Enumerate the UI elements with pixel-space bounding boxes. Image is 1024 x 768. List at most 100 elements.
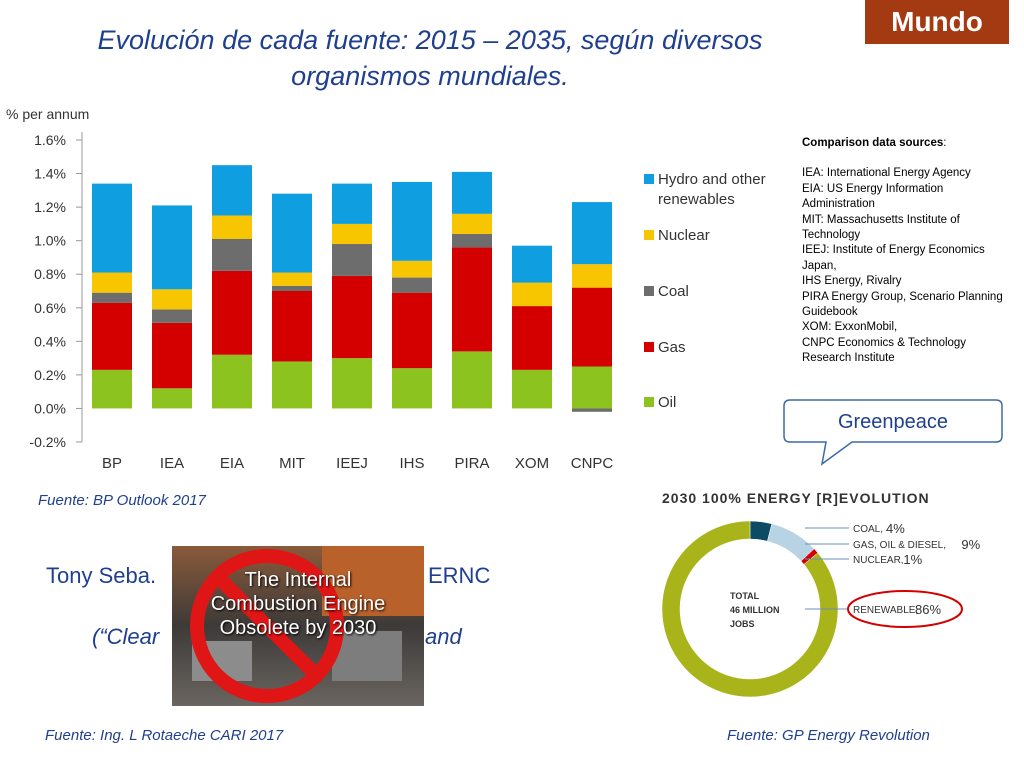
source-line: IHS Energy, Rivalry bbox=[802, 275, 902, 288]
bar-segment bbox=[212, 165, 252, 216]
y-tick-label: 1.4% bbox=[34, 166, 66, 182]
y-tick-label: 1.2% bbox=[34, 199, 66, 215]
bar-segment bbox=[92, 272, 132, 293]
bar-segment bbox=[512, 282, 552, 307]
donut-pct: 86% bbox=[915, 602, 941, 617]
photo-text-1: The Internal bbox=[244, 569, 352, 591]
y-tick-label: 0.6% bbox=[34, 300, 66, 316]
bar-segment bbox=[332, 183, 372, 224]
bar-segment bbox=[332, 358, 372, 409]
bar-segment bbox=[272, 272, 312, 286]
bar-segment bbox=[512, 306, 552, 370]
donut-center-text: TOTAL bbox=[730, 591, 760, 601]
bar-segment bbox=[332, 275, 372, 359]
tony-line2-right: and bbox=[425, 624, 462, 649]
source-rotaeche: Fuente: Ing. L Rotaeche CARI 2017 bbox=[45, 727, 284, 744]
legend-swatch bbox=[644, 342, 654, 352]
legend-label: Hydro and other bbox=[658, 171, 766, 188]
source-line: MIT: Massachusetts Institute of Technolo… bbox=[802, 213, 960, 242]
source-line: XOM: ExxonMobil, bbox=[802, 321, 898, 334]
photo-text-3: Obsolete by 2030 bbox=[219, 617, 377, 639]
bar-segment bbox=[392, 181, 432, 261]
y-tick-label: 1.6% bbox=[34, 132, 66, 148]
y-tick-label: 0.2% bbox=[34, 367, 66, 383]
bar-segment bbox=[392, 368, 432, 409]
y-tick-label: 1.0% bbox=[34, 233, 66, 249]
sources-heading: Comparison data sources bbox=[802, 137, 944, 149]
legend-label: renewables bbox=[658, 191, 735, 208]
gp-chart-header: 2030 100% ENERGY [R]EVOLUTION bbox=[662, 490, 930, 506]
sources-heading-colon: : bbox=[943, 137, 947, 149]
legend-swatch bbox=[644, 174, 654, 184]
donut-slice bbox=[661, 520, 839, 698]
x-tick-label: XOM bbox=[515, 455, 549, 472]
bar-segment bbox=[452, 233, 492, 248]
donut-label: NUCLEAR, bbox=[853, 555, 904, 566]
tony-line2-left: (“Clear bbox=[92, 624, 160, 649]
y-tick-label: -0.2% bbox=[29, 434, 66, 450]
title-line-1: Evolución de cada fuente: 2015 – 2035, s… bbox=[97, 25, 763, 55]
y-axis-label: % per annum bbox=[6, 106, 89, 122]
donut-pct: 1% bbox=[903, 552, 922, 567]
bar-segment bbox=[572, 264, 612, 288]
y-tick-label: 0.4% bbox=[34, 333, 66, 349]
bar-segment bbox=[92, 369, 132, 409]
source-line: PIRA Energy Group, Scenario Planning Gui… bbox=[802, 290, 1003, 319]
bar-segment bbox=[152, 205, 192, 290]
bar-segment bbox=[272, 193, 312, 273]
bar-segment bbox=[572, 202, 612, 265]
x-tick-label: CNPC bbox=[571, 455, 614, 472]
bar-segment bbox=[212, 215, 252, 239]
bar-segment bbox=[452, 351, 492, 409]
source-bp: Fuente: BP Outlook 2017 bbox=[38, 492, 206, 509]
x-tick-label: IEA bbox=[160, 455, 184, 472]
donut-pct: 4% bbox=[886, 521, 905, 536]
bar-segment bbox=[452, 171, 492, 214]
bar-segment bbox=[452, 247, 492, 352]
legend-swatch bbox=[644, 286, 654, 296]
greenpeace-callout: Greenpeace bbox=[783, 399, 1003, 466]
bar-segment bbox=[512, 245, 552, 283]
source-line: EIA: US Energy Information Administratio… bbox=[802, 182, 944, 211]
legend-swatch bbox=[644, 230, 654, 240]
bar-segment bbox=[92, 183, 132, 273]
legend-swatch bbox=[644, 397, 654, 407]
renewable-highlight bbox=[847, 590, 963, 628]
bar-segment bbox=[392, 292, 432, 369]
bar-segment bbox=[272, 291, 312, 362]
engine-photo: The Internal Combustion Engine Obsolete … bbox=[172, 546, 424, 706]
legend-label: Gas bbox=[658, 339, 686, 356]
region-badge: Mundo bbox=[865, 0, 1009, 44]
bar-segment bbox=[392, 260, 432, 278]
x-tick-label: PIRA bbox=[454, 455, 489, 472]
x-tick-label: BP bbox=[102, 455, 122, 472]
bar-segment bbox=[572, 287, 612, 367]
legend-label: Nuclear bbox=[658, 227, 710, 244]
sources-panel: Comparison data sources: IEA: Internatio… bbox=[802, 136, 1014, 367]
bar-segment bbox=[212, 270, 252, 355]
bar-segment bbox=[572, 408, 612, 412]
bar-segment bbox=[272, 285, 312, 291]
x-tick-label: MIT bbox=[279, 455, 305, 472]
title-line-2: organismos mundiales. bbox=[291, 61, 569, 91]
source-line: IEEJ: Institute of Energy Economics Japa… bbox=[802, 244, 985, 272]
donut-center-text: JOBS bbox=[730, 619, 755, 629]
y-tick-label: 0.0% bbox=[34, 400, 66, 416]
y-tick-label: 0.8% bbox=[34, 266, 66, 282]
tony-line1-right: ERNC bbox=[428, 563, 491, 588]
gp-donut-chart: TOTAL 46 MILLION JOBS COAL, 4% GAS, OIL & DIE… bbox=[661, 520, 981, 698]
donut-label: GAS, OIL & DIESEL, bbox=[853, 540, 946, 551]
stacked-bar-chart: % per annum -0.2% 0.0% 0.2% 0.4% 0.6% 0.8% 1.0%… bbox=[6, 106, 766, 472]
tony-line1-left: Tony Seba. bbox=[46, 563, 157, 588]
photo-text-2: Combustion Engine bbox=[210, 593, 386, 615]
bar-segment bbox=[152, 388, 192, 409]
bar-segment bbox=[332, 244, 372, 276]
x-tick-label: IEEJ bbox=[336, 455, 368, 472]
page-title: Evolución de cada fuente: 2015 – 2035, s… bbox=[60, 22, 800, 94]
source-line: IEA: International Energy Agency bbox=[802, 167, 971, 180]
x-tick-label: IHS bbox=[399, 455, 424, 472]
bar-segment bbox=[572, 366, 612, 409]
bar-segment bbox=[212, 354, 252, 409]
bar-segment bbox=[152, 309, 192, 323]
bar-segment bbox=[152, 322, 192, 389]
